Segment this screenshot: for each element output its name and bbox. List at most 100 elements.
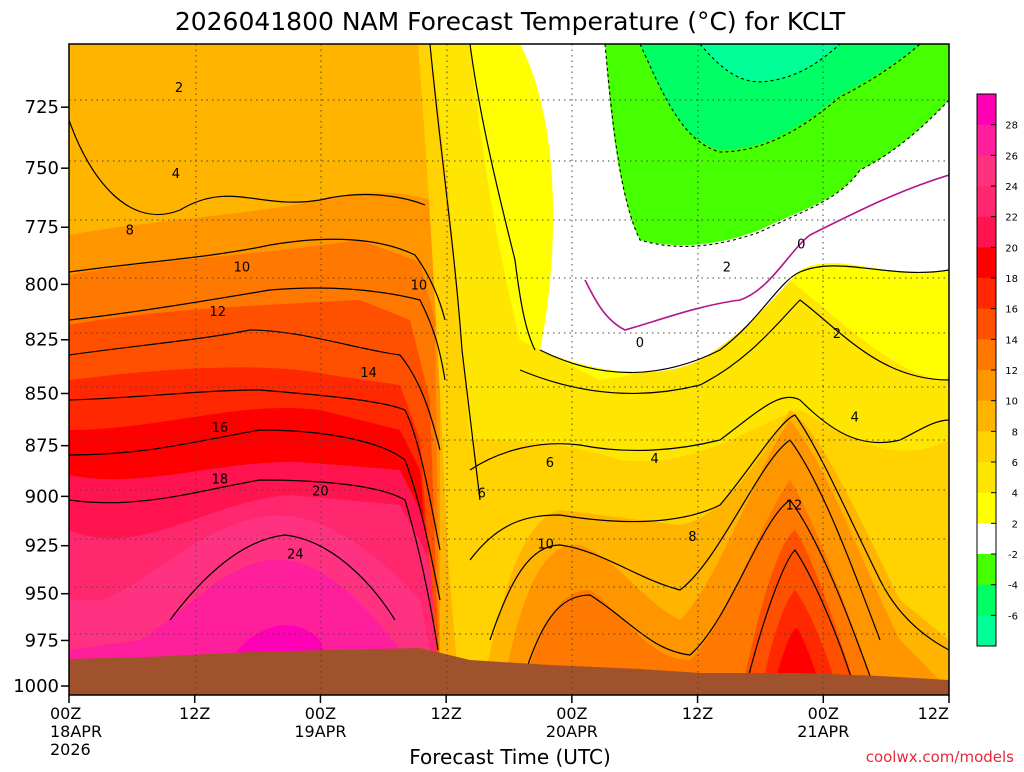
colorbar-segment [977,370,996,402]
y-tick-label: 850 [25,383,59,404]
credit-link[interactable]: coolwx.com/models [866,748,1014,766]
contour-minus-2 [604,44,949,247]
contour-lines [69,44,949,691]
x-tick-label: 00Z [808,704,839,723]
colorbar-label: 4 [1012,489,1018,500]
colorbar: 28 26 24 22 20 18 16 14 12 10 8 6 4 2 -2 -4 -6 [976,93,1018,647]
contour-18 [69,429,441,601]
contour-label: 4 [172,167,180,182]
contour-label: 6 [546,456,554,471]
colorbar-segment [977,247,996,279]
colorbar-segment [977,308,996,340]
colorbar-label: 24 [1005,182,1018,193]
x-tick-label: 12Z [430,704,461,723]
region-minus-4 [640,44,920,150]
contour-label: 14 [360,366,377,381]
contour-10-lower [489,439,881,641]
colorbar-segment [977,94,996,126]
contour-label: 10 [234,260,251,275]
colorbar-label: 6 [1012,458,1018,469]
y-tick-label: 975 [25,630,59,651]
contour-minus-4 [639,44,921,153]
contour-label: 12 [786,498,803,513]
x-date-label: 2026 [50,740,91,759]
contour-label: 10 [537,538,554,553]
contour-label: 16 [212,421,229,436]
contour-8 [69,119,426,216]
contour-12-lower [519,499,876,691]
contour-label: 2 [723,260,731,275]
x-tick-label: 00Z [305,704,336,723]
colorbar-label: 16 [1005,305,1018,316]
contour-label: 0 [797,237,805,252]
x-axis-label: Forecast Time (UTC) [409,745,611,768]
contour-label: 6 [478,486,486,501]
contour-cold-2 [539,265,949,374]
contour-label: 0 [636,336,644,351]
y-tick-label: 725 [25,97,59,118]
contour-label: 20 [312,484,329,499]
plot-frame [68,43,950,696]
contour-zero-line [584,174,949,331]
x-tick-label: 12Z [682,704,713,723]
colorbar-segment [977,400,996,432]
y-tick-label: 950 [25,584,59,605]
contour-cold-4 [519,299,949,395]
colorbar-segment [977,124,996,156]
contour-2-upper [469,44,536,351]
colorbar-segment [977,584,996,616]
y-tick-label: 800 [25,274,59,295]
x-date-label: 19APR [294,722,346,741]
gridlines [69,44,949,695]
colorbar-label: 8 [1012,427,1018,438]
colorbar-label: -4 [1008,581,1018,592]
region-minus-6 [700,44,840,81]
contour-minus-6 [699,44,841,83]
x-date-label: 20APR [546,722,598,741]
colorbar-label: 26 [1005,151,1018,162]
x-tick-label: 12Z [918,704,949,723]
contour-4-upper [429,44,481,501]
colorbar-segment [977,155,996,187]
colorbar-segment [977,462,996,494]
x-tick-label: 00Z [50,704,81,723]
contour-10 [69,238,446,321]
y-tick-label: 900 [25,486,59,507]
contour-14-lower [744,549,856,691]
x-tick-label: 00Z [556,704,587,723]
x-tick-label: 12Z [179,704,210,723]
contour-16 [69,389,441,551]
contour-label: 18 [212,472,229,487]
y-axis: 725 750 775 800 825 850 875 900 925 950 975 1000 [13,97,69,697]
contour-14 [69,329,441,451]
chart-title: 2026041800 NAM Forecast Temperature (°C)… [175,7,846,36]
colorbar-segment [977,492,996,524]
y-tick-label: 875 [25,436,59,457]
contour-label: 10 [411,278,428,293]
colorbar-segment [977,554,996,586]
contour-8-lower [469,414,949,651]
colorbar-label: 28 [1005,121,1018,132]
y-tick-label: 1000 [13,676,59,697]
contour-label: 24 [287,547,304,562]
colorbar-segment [977,523,996,555]
colorbar-segment [977,615,996,647]
contour-12 [69,287,446,381]
contour-label: 8 [688,530,696,545]
colorbar-segment [977,216,996,248]
colorbar-label: -2 [1008,550,1018,561]
colorbar-label: 2 [1012,519,1018,530]
contour-24 [169,534,396,621]
contour-label: 4 [851,411,859,426]
y-tick-label: 750 [25,158,59,179]
contour-label: 12 [209,305,226,320]
y-tick-label: 925 [25,536,59,557]
colorbar-segment [977,186,996,218]
colorbar-label: 20 [1005,243,1018,254]
x-date-label: 21APR [797,722,849,741]
y-tick-label: 775 [25,217,59,238]
